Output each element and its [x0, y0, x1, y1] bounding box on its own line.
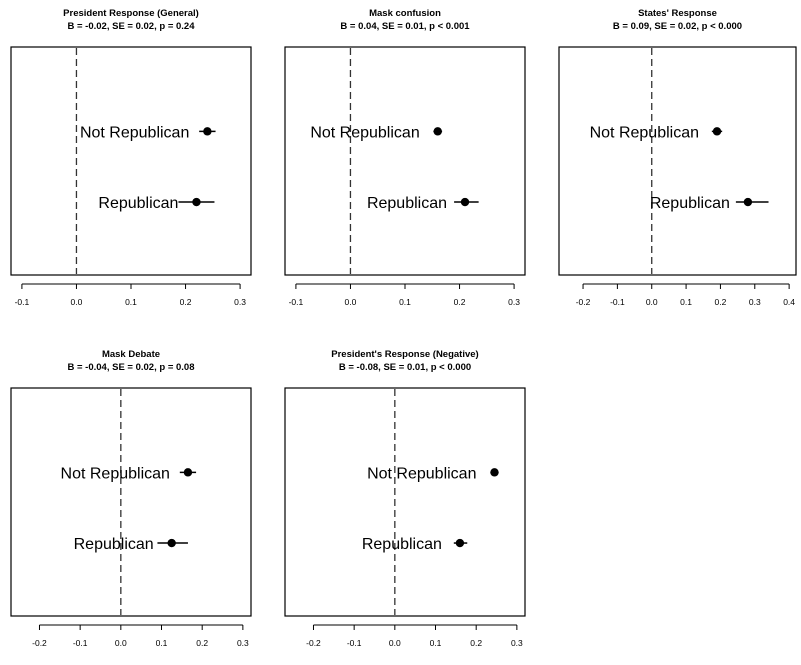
x-tick-label: 0.0	[71, 297, 83, 307]
category-label: Not Republican	[590, 124, 699, 141]
x-tick-label: -0.1	[73, 638, 88, 648]
point-estimate	[433, 127, 442, 136]
plot-frame	[10, 387, 252, 617]
x-tick-label: 0.0	[115, 638, 127, 648]
panel-1: President Response (General) B = -0.02, S…	[10, 8, 252, 307]
plot-frame	[284, 387, 526, 617]
x-tick-label: 0.3	[749, 297, 761, 307]
category-label: Republican	[650, 195, 730, 212]
panel-title: States' Response	[638, 8, 717, 19]
x-tick-label: 0.1	[680, 297, 692, 307]
panel-5: President's Response (Negative) B = -0.08…	[284, 349, 526, 648]
panel-4: Mask Debate B = -0.04, SE = 0.02, p = 0.0…	[10, 349, 252, 648]
panel-3: States' Response B = 0.09, SE = 0.02, p <…	[558, 8, 797, 307]
x-tick-label: 0.2	[715, 297, 727, 307]
x-tick-label: 0.2	[196, 638, 208, 648]
x-tick-label: -0.1	[15, 297, 30, 307]
x-tick-label: 0.1	[125, 297, 137, 307]
x-tick-label: 0.3	[508, 297, 520, 307]
plot-frame	[10, 46, 252, 276]
point-estimate	[192, 197, 201, 207]
point-estimate	[743, 197, 753, 207]
x-tick-label: -0.1	[610, 297, 625, 307]
category-label: Not Republican	[61, 465, 170, 482]
x-tick-label: 0.0	[646, 297, 658, 307]
x-tick-label: 0.2	[470, 638, 482, 648]
plot-frame	[284, 46, 526, 276]
category-label: Not Republican	[80, 124, 189, 141]
panel-subtitle: B = 0.09, SE = 0.02, p < 0.000	[613, 21, 742, 32]
panel-title: Mask confusion	[369, 8, 441, 19]
point-estimate	[167, 538, 176, 548]
panel-title: Mask Debate	[102, 349, 160, 360]
point-estimate	[183, 468, 193, 477]
x-tick-label: -0.2	[576, 297, 591, 307]
panel-2: Mask confusion B = 0.04, SE = 0.01, p < 0…	[284, 8, 526, 307]
category-label: Republican	[98, 195, 178, 212]
x-tick-label: 0.1	[430, 638, 442, 648]
plot-frame	[558, 46, 797, 276]
point-estimate	[455, 538, 465, 548]
point-estimate	[712, 127, 722, 136]
point-estimate	[203, 127, 212, 136]
x-tick-label: 0.3	[237, 638, 249, 648]
x-tick-label: 0.2	[454, 297, 466, 307]
point-estimate	[460, 197, 470, 207]
panel-subtitle: B = -0.08, SE = 0.01, p < 0.000	[339, 362, 471, 373]
category-label: Not Republican	[367, 465, 476, 482]
x-tick-label: 0.4	[783, 297, 795, 307]
panel-title: President Response (General)	[63, 8, 199, 19]
panel-subtitle: B = -0.04, SE = 0.02, p = 0.08	[67, 362, 194, 373]
x-tick-label: 0.0	[345, 297, 357, 307]
category-label: Republican	[362, 536, 442, 553]
x-tick-label: 0.2	[180, 297, 192, 307]
panel-title: President's Response (Negative)	[331, 349, 478, 360]
x-tick-label: -0.2	[32, 638, 47, 648]
x-tick-label: 0.1	[156, 638, 168, 648]
category-label: Republican	[74, 536, 154, 553]
x-tick-label: -0.1	[347, 638, 362, 648]
panel-subtitle: B = 0.04, SE = 0.01, p < 0.001	[340, 21, 470, 32]
x-tick-label: 0.1	[399, 297, 411, 307]
x-tick-label: 0.3	[511, 638, 523, 648]
category-label: Republican	[367, 195, 447, 212]
x-tick-label: 0.3	[234, 297, 246, 307]
x-tick-label: -0.2	[306, 638, 321, 648]
x-tick-label: -0.1	[289, 297, 304, 307]
panel-subtitle: B = -0.02, SE = 0.02, p = 0.24	[67, 21, 195, 32]
x-tick-label: 0.0	[389, 638, 401, 648]
category-label: Not Republican	[310, 124, 419, 141]
point-estimate	[490, 468, 499, 477]
